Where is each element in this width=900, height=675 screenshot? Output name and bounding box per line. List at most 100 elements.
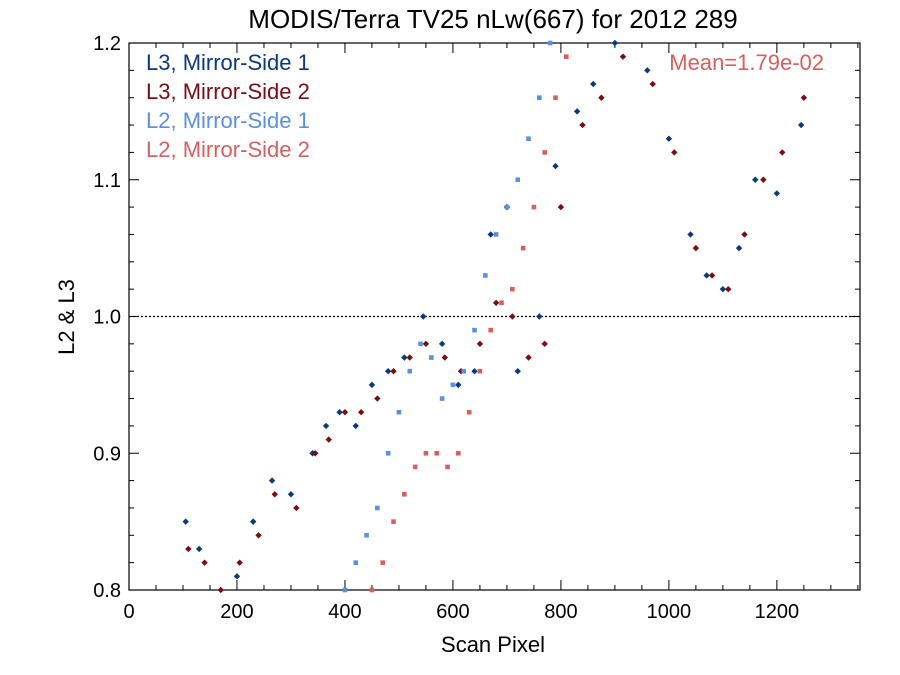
data-point bbox=[455, 381, 462, 389]
data-point bbox=[708, 272, 716, 279]
data-point bbox=[483, 273, 488, 278]
data-point bbox=[268, 477, 276, 484]
data-point bbox=[536, 313, 543, 320]
data-point bbox=[364, 533, 369, 538]
data-point bbox=[649, 80, 656, 88]
data-point bbox=[412, 464, 418, 470]
legend-entry: L2, Mirror-Side 1 bbox=[146, 108, 310, 133]
data-point bbox=[493, 232, 499, 237]
legend-entry: L2, Mirror-Side 2 bbox=[146, 137, 310, 162]
y-axis-label: L2 & L3 bbox=[54, 279, 79, 355]
data-point bbox=[195, 545, 203, 553]
data-point bbox=[422, 340, 430, 348]
data-point bbox=[773, 190, 781, 197]
data-point bbox=[526, 136, 531, 142]
data-point bbox=[499, 300, 504, 306]
data-point bbox=[537, 95, 542, 100]
data-point bbox=[492, 299, 500, 307]
data-point bbox=[779, 149, 786, 156]
data-point bbox=[671, 149, 678, 156]
data-point bbox=[380, 560, 386, 565]
legend-entry: L3, Mirror-Side 1 bbox=[146, 50, 310, 75]
data-point bbox=[401, 354, 408, 361]
data-point bbox=[619, 53, 627, 60]
data-point bbox=[341, 409, 349, 416]
data-point bbox=[407, 368, 413, 374]
x-tick-label: 1000 bbox=[647, 601, 692, 623]
data-point bbox=[406, 354, 413, 361]
data-point bbox=[249, 518, 257, 525]
data-point bbox=[692, 244, 700, 252]
y-tick-label: 1.2 bbox=[93, 33, 121, 55]
data-point bbox=[466, 409, 472, 415]
data-point bbox=[217, 586, 224, 594]
chart-title: MODIS/Terra TV25 nLw(667) for 2012 289 bbox=[248, 4, 737, 34]
data-point bbox=[488, 327, 494, 333]
data-point bbox=[573, 108, 581, 115]
data-point bbox=[185, 545, 192, 553]
data-point bbox=[725, 285, 732, 293]
data-point bbox=[547, 40, 553, 46]
data-point bbox=[598, 94, 605, 101]
data-point bbox=[441, 354, 449, 361]
data-point bbox=[396, 409, 402, 415]
x-axis-label: Scan Pixel bbox=[441, 632, 545, 657]
data-point bbox=[542, 150, 548, 155]
data-point bbox=[487, 231, 494, 238]
data-point bbox=[384, 368, 392, 375]
legend: L3, Mirror-Side 1 L3, Mirror-Side 2 L2, Mi… bbox=[146, 50, 310, 162]
data-point bbox=[471, 368, 478, 375]
data-point bbox=[201, 559, 208, 566]
data-point bbox=[325, 436, 332, 443]
data-point bbox=[579, 121, 586, 129]
data-point bbox=[287, 491, 295, 498]
data-point bbox=[461, 368, 467, 374]
data-point bbox=[719, 285, 727, 293]
y-tick-label: 1.1 bbox=[93, 170, 121, 192]
series-1 bbox=[185, 53, 808, 594]
series-2 bbox=[342, 40, 553, 593]
data-point bbox=[504, 204, 510, 210]
x-tick-label: 800 bbox=[544, 601, 577, 623]
data-point bbox=[665, 135, 673, 142]
data-point bbox=[402, 491, 407, 497]
data-point bbox=[368, 381, 376, 389]
data-point bbox=[322, 422, 330, 430]
data-point bbox=[456, 450, 461, 456]
data-point bbox=[800, 94, 808, 101]
data-point bbox=[439, 396, 445, 401]
data-point bbox=[552, 162, 559, 170]
data-point bbox=[357, 409, 365, 416]
data-point bbox=[703, 272, 710, 279]
data-point bbox=[564, 54, 569, 59]
data-point bbox=[353, 560, 359, 565]
data-point bbox=[510, 286, 515, 292]
y-tick-label: 1.0 bbox=[93, 307, 121, 329]
data-point bbox=[429, 355, 434, 360]
y-tick-label: 0.9 bbox=[93, 443, 121, 465]
data-point bbox=[476, 340, 484, 348]
data-point bbox=[477, 368, 483, 374]
data-point bbox=[525, 354, 532, 361]
data-point bbox=[445, 464, 450, 470]
data-point bbox=[735, 244, 743, 252]
data-point bbox=[472, 327, 477, 333]
data-point bbox=[342, 587, 348, 593]
data-point bbox=[760, 176, 767, 183]
data-point bbox=[336, 409, 343, 416]
data-point bbox=[423, 450, 429, 456]
data-point bbox=[418, 341, 423, 347]
data-point bbox=[352, 422, 359, 430]
data-point bbox=[590, 80, 597, 88]
legend-entry: L3, Mirror-Side 2 bbox=[146, 79, 310, 104]
data-point bbox=[520, 245, 526, 251]
data-point bbox=[255, 532, 262, 539]
data-point bbox=[375, 505, 380, 511]
data-point bbox=[752, 176, 759, 183]
data-point bbox=[236, 559, 243, 566]
data-point bbox=[369, 587, 375, 593]
data-point bbox=[434, 450, 440, 456]
data-point bbox=[611, 39, 619, 47]
x-tick-label: 600 bbox=[436, 601, 469, 623]
data-point bbox=[557, 203, 565, 211]
